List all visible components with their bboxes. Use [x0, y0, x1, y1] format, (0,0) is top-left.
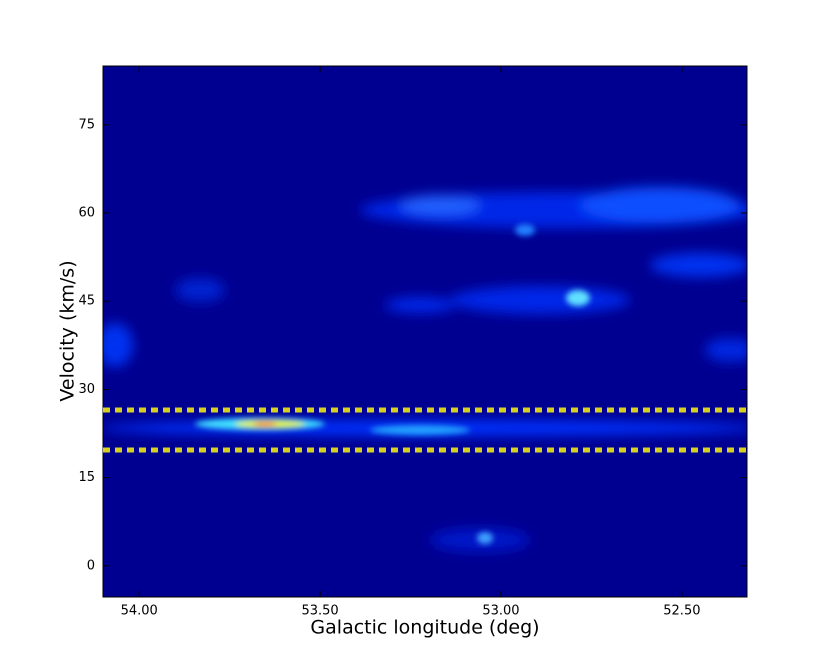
y-tick-label: 30 [78, 382, 95, 397]
x-tick-label: 54.00 [121, 604, 158, 619]
y-tick-label: 15 [78, 470, 95, 485]
x-tick-label: 53.00 [482, 604, 519, 619]
y-tick-label: 45 [78, 294, 95, 309]
y-tick-label: 60 [78, 206, 95, 221]
x-axis-label: Galactic longitude (deg) [310, 617, 539, 639]
x-tick-label: 52.50 [663, 604, 700, 619]
y-tick-label: 75 [78, 117, 95, 132]
y-tick-label: 0 [87, 558, 95, 573]
y-axis-label: Velocity (km/s) [57, 260, 79, 401]
x-tick-label: 53.50 [301, 604, 338, 619]
plot-area [103, 66, 747, 597]
emission [103, 187, 747, 552]
plot-frame [102, 65, 748, 598]
